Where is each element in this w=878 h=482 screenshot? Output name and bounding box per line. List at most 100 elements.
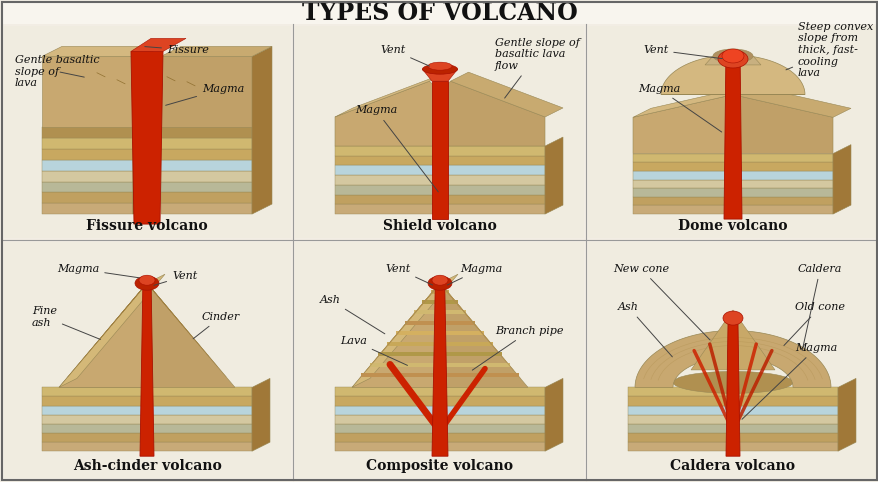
Text: Branch pipe: Branch pipe (471, 326, 563, 370)
Polygon shape (42, 415, 147, 424)
Polygon shape (161, 160, 252, 171)
Text: Magma: Magma (165, 84, 244, 105)
Polygon shape (335, 415, 440, 424)
Polygon shape (147, 433, 252, 442)
Polygon shape (42, 388, 147, 397)
Polygon shape (732, 205, 832, 214)
Polygon shape (632, 179, 732, 188)
Polygon shape (42, 424, 147, 433)
Polygon shape (440, 397, 544, 405)
Ellipse shape (428, 62, 451, 70)
Polygon shape (335, 405, 440, 415)
Polygon shape (732, 388, 837, 397)
Polygon shape (369, 362, 510, 366)
Polygon shape (378, 352, 501, 356)
Polygon shape (440, 146, 544, 156)
Polygon shape (440, 185, 544, 195)
Bar (587, 26, 876, 238)
Ellipse shape (717, 50, 747, 68)
Polygon shape (405, 321, 475, 325)
Text: Cinder: Cinder (193, 312, 240, 339)
Polygon shape (335, 388, 440, 397)
Ellipse shape (139, 275, 155, 285)
Bar (587, 242, 876, 478)
Polygon shape (351, 274, 457, 388)
Text: Gentle slope of
basaltic lava
flow: Gentle slope of basaltic lava flow (494, 38, 579, 98)
Text: Ash: Ash (617, 302, 672, 357)
Polygon shape (335, 165, 440, 175)
Ellipse shape (673, 371, 792, 393)
Polygon shape (440, 424, 544, 433)
Polygon shape (440, 165, 544, 175)
Polygon shape (837, 378, 855, 451)
Polygon shape (723, 65, 741, 219)
Polygon shape (133, 117, 153, 138)
Polygon shape (732, 397, 837, 405)
Polygon shape (440, 81, 544, 146)
Polygon shape (732, 197, 832, 205)
Polygon shape (59, 283, 147, 388)
Polygon shape (161, 149, 252, 160)
Ellipse shape (428, 276, 451, 290)
Polygon shape (131, 52, 162, 224)
Polygon shape (42, 138, 133, 149)
Polygon shape (351, 283, 440, 388)
Polygon shape (440, 175, 544, 185)
Polygon shape (440, 433, 544, 442)
Polygon shape (632, 171, 732, 179)
Polygon shape (161, 127, 252, 138)
Polygon shape (161, 56, 252, 127)
Polygon shape (335, 204, 440, 214)
Polygon shape (627, 424, 732, 433)
Polygon shape (147, 442, 252, 451)
Bar (295, 26, 583, 238)
Polygon shape (147, 388, 252, 397)
Polygon shape (59, 274, 165, 388)
Polygon shape (335, 146, 440, 156)
Polygon shape (335, 175, 440, 185)
Polygon shape (440, 388, 544, 397)
Polygon shape (732, 154, 832, 162)
Ellipse shape (431, 275, 448, 285)
Polygon shape (732, 433, 837, 442)
Polygon shape (627, 433, 732, 442)
Polygon shape (440, 195, 544, 204)
FancyBboxPatch shape (2, 2, 876, 24)
Text: Fissure: Fissure (145, 45, 209, 55)
Polygon shape (335, 442, 440, 451)
Polygon shape (396, 331, 484, 335)
Polygon shape (632, 188, 732, 197)
Polygon shape (431, 290, 449, 294)
Text: Vent: Vent (385, 264, 432, 285)
Polygon shape (42, 127, 133, 138)
Polygon shape (42, 433, 147, 442)
Polygon shape (335, 72, 447, 117)
Polygon shape (431, 81, 448, 219)
Text: Fine
ash: Fine ash (32, 306, 100, 339)
Polygon shape (133, 128, 153, 149)
Text: Magma: Magma (57, 264, 139, 278)
Polygon shape (335, 81, 440, 146)
Polygon shape (161, 46, 271, 56)
Polygon shape (632, 197, 732, 205)
Bar (4, 242, 291, 478)
Polygon shape (42, 405, 147, 415)
Polygon shape (632, 154, 732, 162)
Polygon shape (732, 415, 837, 424)
Polygon shape (690, 310, 774, 370)
Polygon shape (161, 192, 252, 203)
Polygon shape (42, 46, 153, 56)
Text: Steep convex
slope from
thick, fast-
cooling
lava: Steep convex slope from thick, fast- coo… (785, 22, 872, 78)
Polygon shape (147, 415, 252, 424)
Polygon shape (133, 182, 153, 203)
Text: Magma: Magma (355, 106, 438, 192)
Polygon shape (725, 318, 739, 456)
Polygon shape (133, 193, 153, 214)
Text: Shield volcano: Shield volcano (383, 219, 496, 233)
Polygon shape (147, 405, 252, 415)
Text: Caldera volcano: Caldera volcano (670, 459, 795, 473)
Bar (295, 242, 583, 478)
Polygon shape (133, 139, 153, 160)
Polygon shape (161, 138, 252, 149)
Polygon shape (732, 424, 837, 433)
